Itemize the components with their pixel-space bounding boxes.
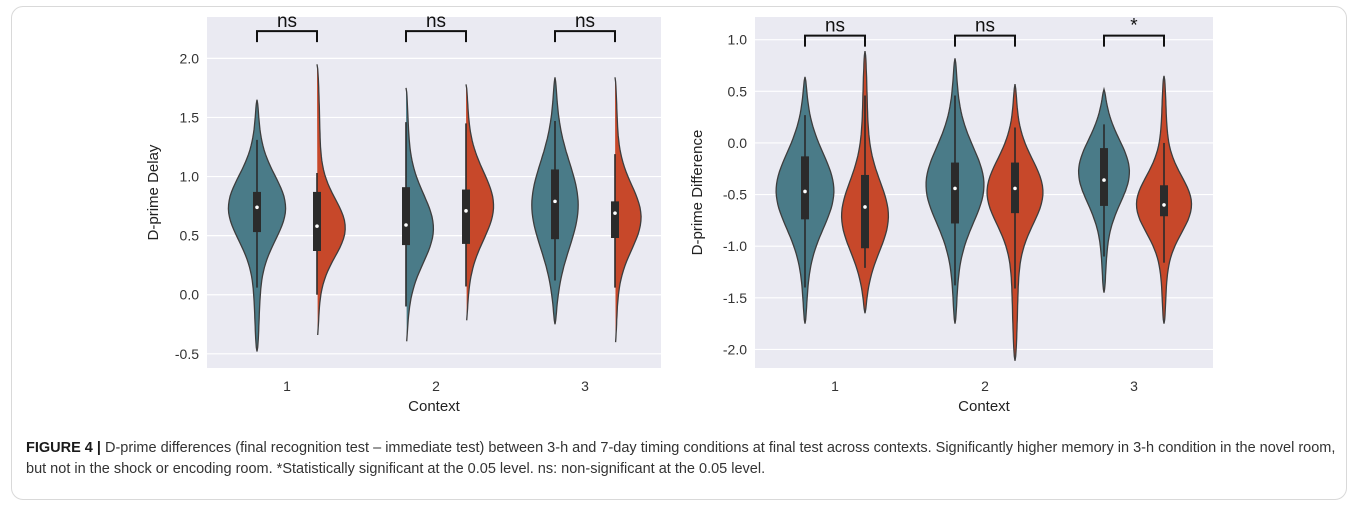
y-tick-label: -1.5 <box>723 290 747 306</box>
figure-frame <box>11 6 1347 500</box>
figure-caption: FIGURE 4 | D-prime differences (final re… <box>26 438 1336 480</box>
y-tick-label: 2.0 <box>180 50 200 66</box>
violin-red <box>316 64 346 336</box>
violin-teal <box>405 87 435 342</box>
caption-label: FIGURE 4 | <box>26 440 101 456</box>
violin-iqr-box <box>253 191 261 233</box>
chart-panel-2: -2.0 -1.5 -1.0 -0.5 0.0 0.5 1.0 1 2 3 Context D-pri… <box>689 16 1213 415</box>
violin-iqr-box <box>462 189 470 244</box>
significance-bracket <box>554 30 616 43</box>
violin-median-dot <box>953 186 957 191</box>
y-tick-label: -0.5 <box>723 187 747 203</box>
violin-iqr-box <box>402 187 410 246</box>
significance-label: ns <box>975 16 995 37</box>
significance-label: ns <box>426 11 446 32</box>
y-tick-label: 1.0 <box>728 32 748 48</box>
violin-median-dot <box>464 209 468 213</box>
significance-label: ns <box>277 11 297 32</box>
violin-median-dot <box>404 223 408 227</box>
significance-bracket <box>256 30 318 43</box>
y-tick-label: -2.0 <box>723 341 747 357</box>
figure-charts: -0.5 0.0 0.5 1.0 1.5 2.0 1 2 3 Context D-prime Del… <box>145 11 1213 415</box>
caption-text: D-prime differences (final recognition t… <box>26 440 1336 477</box>
violin-iqr-box <box>1160 185 1168 217</box>
violin-iqr-box <box>801 156 809 220</box>
y-tick-label: 0.5 <box>728 83 748 99</box>
x-tick-label: 2 <box>981 378 989 394</box>
significance-label: ns <box>825 16 845 37</box>
x-tick-label: 3 <box>1130 378 1138 394</box>
y-axis-label: D-prime Difference <box>689 130 706 256</box>
violin-median-dot <box>1162 203 1166 207</box>
violin-median-dot <box>315 224 319 228</box>
y-tick-label: 1.0 <box>180 169 200 185</box>
violin-median-dot <box>255 205 259 210</box>
y-tick-label: 0.5 <box>180 228 200 244</box>
x-tick-label: 2 <box>432 378 440 394</box>
significance-bracket <box>1103 34 1165 47</box>
x-axis-label: Context <box>958 398 1011 415</box>
violin-iqr-box <box>551 169 559 240</box>
y-axis-label: D-prime Delay <box>145 144 162 240</box>
x-tick-label: 3 <box>581 378 589 394</box>
significance-label: ns <box>575 11 595 32</box>
significance-bracket <box>954 34 1016 47</box>
violin-iqr-box <box>611 201 619 238</box>
violin-red <box>465 84 495 321</box>
violin-median-dot <box>553 199 557 204</box>
violin-iqr-box <box>861 174 869 249</box>
violin-median-dot <box>1102 178 1106 182</box>
violin-iqr-box <box>951 162 959 224</box>
violin-median-dot <box>803 189 807 194</box>
y-tick-label: -1.0 <box>723 238 747 254</box>
x-tick-label: 1 <box>831 378 839 394</box>
y-tick-label: 0.0 <box>728 135 748 151</box>
violin-iqr-box <box>313 191 321 251</box>
y-tick-label: 1.5 <box>180 109 200 125</box>
y-tick-label: 0.0 <box>180 287 200 303</box>
significance-bracket <box>804 34 866 47</box>
y-tick-label: -0.5 <box>175 346 199 362</box>
violin-red <box>614 77 642 343</box>
significance-label: * <box>1130 16 1138 37</box>
violin-iqr-box <box>1100 148 1108 206</box>
x-axis-label: Context <box>408 398 461 415</box>
violin-median-dot <box>1013 186 1017 191</box>
chart-panel-1: -0.5 0.0 0.5 1.0 1.5 2.0 1 2 3 Context D-prime Del… <box>145 11 661 415</box>
x-tick-label: 1 <box>283 378 291 394</box>
violin-median-dot <box>613 211 617 215</box>
significance-bracket <box>405 30 467 43</box>
violin-median-dot <box>863 205 867 209</box>
